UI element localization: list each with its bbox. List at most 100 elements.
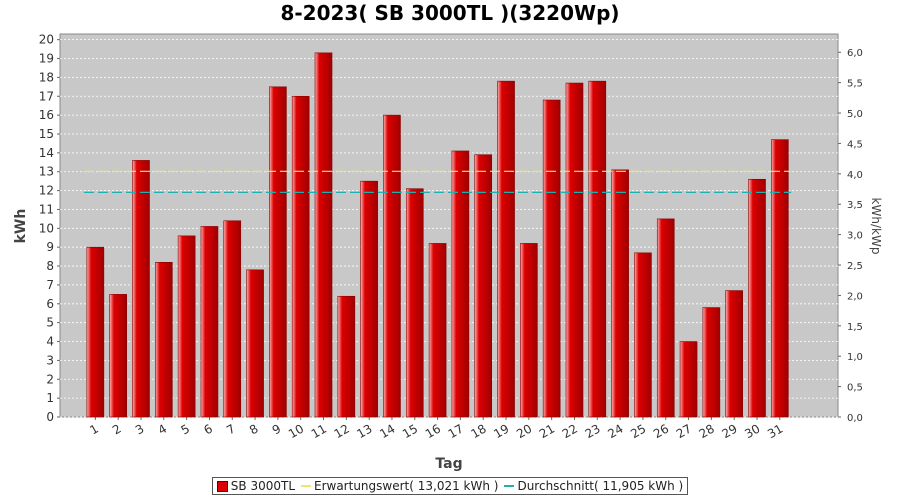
legend-label: Erwartungswert( 13,021 kWh )	[314, 479, 499, 493]
x-tick-label: 8	[247, 421, 261, 437]
x-tick-label: 23	[583, 421, 603, 441]
legend-item: SB 3000TL	[216, 479, 295, 493]
x-tick-label: 31	[765, 421, 785, 441]
x-tick-label: 29	[719, 421, 739, 441]
bar	[246, 269, 264, 418]
x-tick-label: 19	[491, 421, 511, 441]
y2-tick-label: 5,5	[847, 79, 863, 90]
y-tick-label: 11	[39, 202, 54, 216]
chart-title: 8-2023( SB 3000TL )(3220Wp)	[280, 1, 619, 25]
legend: SB 3000TL Erwartungswert( 13,021 kWh ) Dur…	[0, 477, 900, 495]
x-axis-label: Tag	[435, 456, 462, 472]
y2-tick-label: 4,5	[847, 139, 863, 150]
bar	[337, 295, 356, 418]
plot-area	[59, 33, 839, 418]
legend-box: SB 3000TL Erwartungswert( 13,021 kWh ) Dur…	[211, 477, 689, 495]
x-tick-label: 7	[224, 421, 238, 437]
bar	[679, 341, 698, 418]
bar	[748, 178, 766, 418]
bar	[291, 95, 310, 418]
bar	[542, 99, 561, 418]
legend-label: SB 3000TL	[230, 479, 295, 493]
x-tick-label: 5	[179, 421, 193, 437]
bar	[269, 86, 287, 418]
bar	[177, 235, 196, 418]
x-tick-label: 28	[697, 421, 717, 441]
y-tick-label: 4	[46, 335, 54, 349]
x-tick-label: 22	[560, 421, 580, 441]
y2-tick-label: 0,5	[847, 383, 863, 394]
y-tick-label: 19	[39, 52, 54, 66]
y-axis-label: kWh	[13, 209, 29, 244]
legend-item: Erwartungswert( 13,021 kWh )	[301, 479, 498, 493]
bar	[497, 80, 515, 418]
y-tick-label: 7	[46, 278, 54, 292]
y2-tick-label: 4,0	[847, 170, 863, 181]
bar	[314, 52, 333, 418]
y-tick-label: 5	[46, 316, 54, 330]
x-tick-label: 14	[377, 421, 397, 441]
y-tick-label: 18	[39, 70, 54, 84]
x-tick-label: 15	[400, 421, 420, 441]
bar	[656, 218, 675, 418]
y2-tick-label: 3,0	[847, 231, 863, 242]
bar	[428, 243, 447, 418]
bar	[520, 243, 538, 418]
bar	[611, 169, 629, 418]
bar	[588, 80, 607, 418]
x-tick-label: 9	[270, 421, 284, 437]
bar	[451, 150, 470, 418]
x-tick-label: 21	[537, 421, 557, 441]
bar	[200, 226, 219, 418]
bar	[725, 290, 743, 418]
bar	[155, 261, 173, 418]
x-tick-label: 16	[423, 421, 443, 441]
x-tick-label: 27	[674, 421, 694, 441]
y2-tick-label: 1,5	[847, 322, 863, 333]
legend-label: Durchschnitt( 11,905 kWh )	[517, 479, 684, 493]
x-tick-label: 18	[468, 421, 488, 441]
y-tick-label: 9	[46, 240, 54, 254]
bar	[474, 154, 493, 418]
y2-tick-label: 2,5	[847, 261, 863, 272]
x-tick-label: 20	[514, 421, 534, 441]
x-tick-label: 1	[87, 421, 101, 437]
y2-axis-label: kWh/kWp	[869, 198, 883, 255]
y-tick-label: 8	[46, 259, 54, 273]
bar	[132, 160, 150, 418]
y-tick-label: 0	[46, 410, 54, 424]
y-tick-label: 15	[39, 127, 54, 141]
y-tick-label: 13	[39, 165, 54, 179]
y-tick-label: 2	[46, 372, 54, 386]
bar	[634, 252, 652, 418]
y2-tick-label: 2,0	[847, 291, 863, 302]
y2-tick-label: 6,0	[847, 48, 863, 59]
bar	[565, 82, 584, 418]
x-tick-label: 17	[446, 421, 466, 441]
y2-tick-label: 0,0	[847, 413, 863, 424]
bar	[405, 188, 424, 418]
x-tick-label: 6	[201, 421, 215, 437]
y-tick-label: 14	[39, 146, 54, 160]
x-tick-label: 2	[110, 421, 124, 437]
x-tick-label: 4	[156, 421, 170, 437]
y-tick-label: 1	[46, 391, 54, 405]
legend-swatch	[301, 485, 311, 487]
y-tick-label: 20	[39, 33, 54, 47]
legend-item: Durchschnitt( 11,905 kWh )	[504, 479, 683, 493]
bar	[86, 246, 105, 418]
y2-tick-label: 1,0	[847, 352, 863, 363]
x-tick-label: 10	[286, 421, 306, 441]
x-tick-label: 24	[605, 421, 625, 441]
x-tick-label: 26	[651, 421, 671, 441]
bar	[360, 180, 378, 418]
bar	[109, 294, 127, 418]
y-tick-label: 3	[46, 353, 54, 367]
bar	[383, 114, 401, 418]
y-tick-label: 12	[39, 184, 54, 198]
y2-tick-label: 5,0	[847, 109, 863, 120]
bar	[771, 139, 789, 418]
x-tick-label: 13	[354, 421, 374, 441]
